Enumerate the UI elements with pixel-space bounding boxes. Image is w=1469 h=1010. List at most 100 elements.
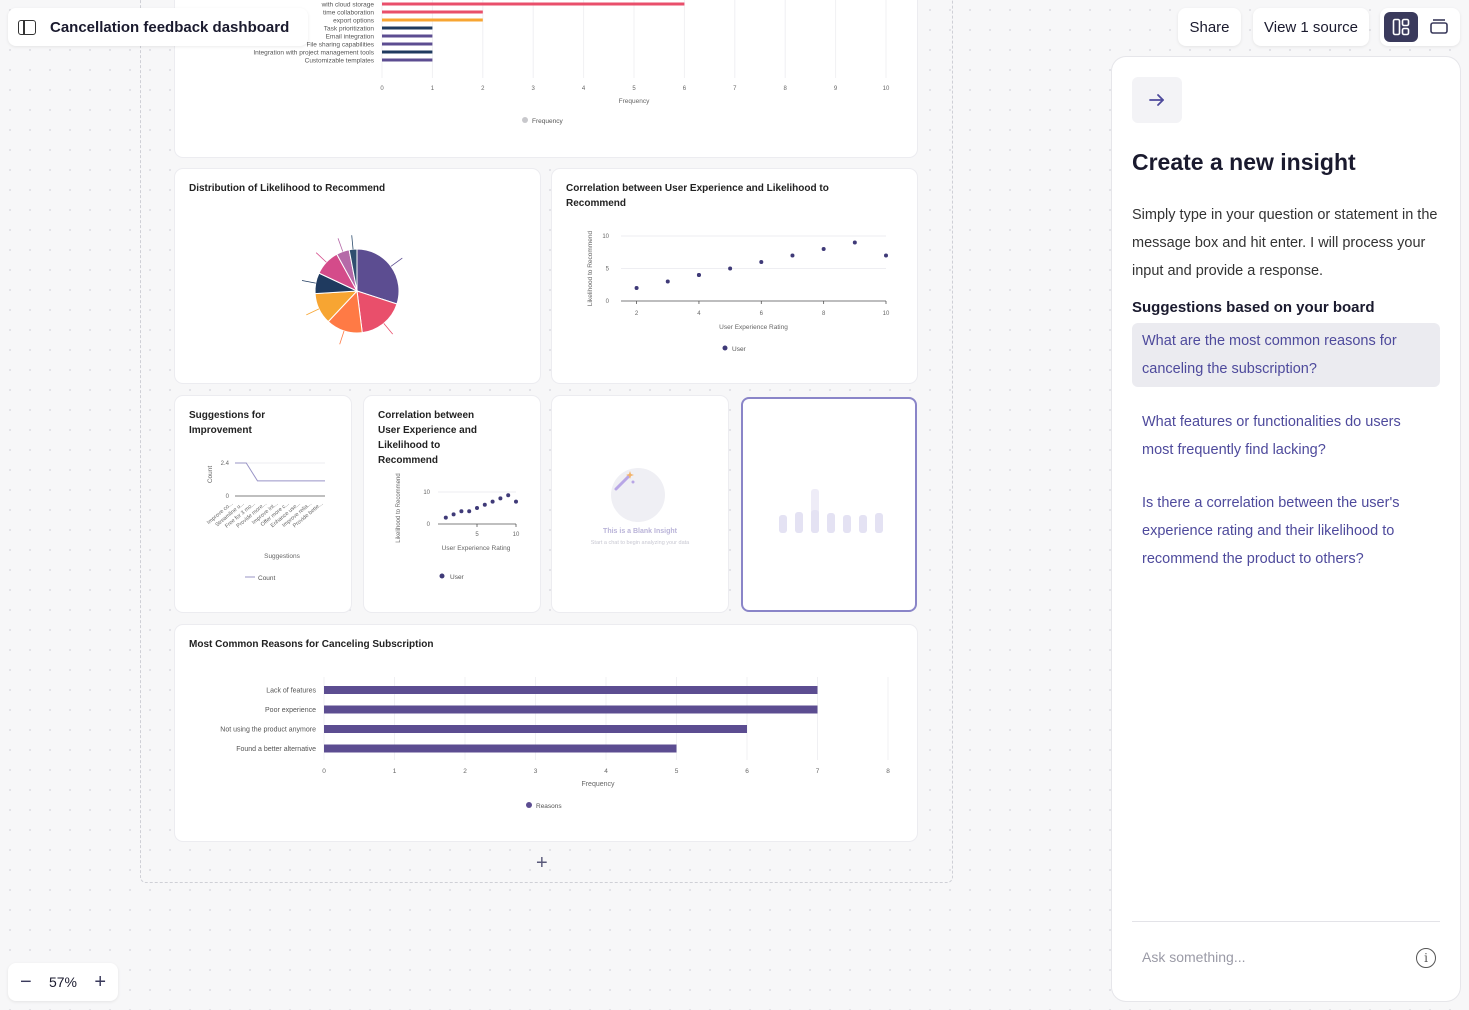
scatter-point: [490, 499, 495, 504]
pie-leader-line: [390, 257, 403, 267]
bar: [382, 34, 433, 38]
zoom-in-button[interactable]: +: [94, 971, 106, 993]
bar: [382, 58, 433, 62]
x-tick-label: 0: [322, 768, 326, 775]
x-tick-label: 8: [886, 768, 890, 775]
x-axis-label: Frequency: [619, 98, 650, 105]
category-label: Integration with project management tool…: [253, 50, 374, 57]
scatter-point: [506, 493, 511, 498]
suggestion-item[interactable]: What are the most common reasons for can…: [1132, 323, 1440, 387]
info-icon[interactable]: i: [1416, 948, 1436, 968]
slides-view-icon[interactable]: [1422, 12, 1456, 42]
x-tick-label: 0: [380, 86, 384, 92]
scatter-point: [759, 260, 764, 264]
x-axis-label: User Experience Rating: [719, 324, 788, 331]
share-button[interactable]: Share: [1178, 8, 1241, 46]
scatter-chart-card[interactable]: Correlation between User Experience and …: [552, 169, 917, 383]
suggestion-item[interactable]: What features or functionalities do user…: [1142, 414, 1401, 458]
x-axis-label: Frequency: [581, 781, 615, 788]
x-axis-label: User Experience Rating: [442, 545, 511, 552]
category-label: team collaboration: [321, 0, 374, 1]
suggestions-chart-card[interactable]: Suggestions for Improvement 0 2.4 Improve …: [175, 396, 351, 612]
scatter-point: [696, 273, 701, 277]
scatter-point: [451, 512, 456, 517]
x-tick-label: 7: [733, 86, 737, 92]
card-title: Most Common Reasons for Canceling Subscr…: [189, 639, 434, 650]
zoom-out-button[interactable]: −: [20, 971, 32, 993]
view-toggle: [1380, 8, 1460, 46]
bar: [324, 705, 818, 714]
legend-marker: [722, 345, 728, 351]
scatter-point: [884, 253, 888, 258]
x-tick-label: 6: [745, 768, 749, 775]
x-tick-label: 5: [475, 532, 479, 538]
card-title: Correlation between User Experience and …: [378, 410, 477, 466]
placeholder-card[interactable]: [741, 397, 917, 612]
bar: [382, 2, 685, 6]
collapse-panel-button[interactable]: [1132, 77, 1182, 123]
legend-label: Frequency: [532, 118, 563, 125]
x-tick-label: 2: [463, 768, 467, 775]
zoom-control: − 57% +: [8, 963, 118, 1001]
zoom-level: 57%: [48, 974, 78, 990]
x-tick-label: 7: [816, 768, 820, 775]
scatter-point: [498, 496, 503, 501]
scatter-point: [475, 506, 479, 510]
legend-label: User: [732, 346, 747, 353]
dashboard-title: Cancellation feedback dashboard: [50, 18, 290, 36]
pie-leader-line: [351, 235, 354, 250]
x-tick-label: 4: [697, 311, 701, 317]
bar: [382, 42, 433, 46]
x-tick-label: 4: [604, 768, 608, 775]
bar: [382, 50, 433, 54]
insight-panel: Create a new insight Simply type in your…: [1112, 57, 1460, 1001]
x-tick-label: 5: [675, 768, 679, 775]
scatter-point: [634, 286, 639, 290]
scatter-point: [852, 240, 857, 245]
scatter-chart: 0 5 10 2 4 6 8 10 User Experience Rating Likeliho…: [587, 231, 890, 353]
bar: [324, 686, 818, 694]
blank-insight-card[interactable]: This is a Blank Insight Start a chat to …: [552, 396, 728, 612]
category-label: Poor experience: [265, 707, 316, 714]
x-tick-label: 8: [784, 86, 788, 92]
x-tick-label: 10: [883, 311, 890, 317]
card-title: Suggestions for Improvement: [189, 410, 266, 436]
dashboard-board: [140, 0, 953, 883]
category-label: File sharing capabilities: [306, 42, 374, 49]
sidebar-toggle-icon[interactable]: [18, 19, 36, 35]
panel-heading: Create a new insight: [1132, 149, 1356, 175]
scatter-point: [728, 266, 733, 271]
suggestion-item[interactable]: Is there a correlation between the user'…: [1142, 495, 1400, 567]
scatter-small-chart-card[interactable]: Correlation between User Experience and …: [364, 396, 540, 612]
x-tick-label: 6: [683, 86, 687, 92]
pie-slice: [356, 248, 400, 305]
x-tick-label: 5: [632, 86, 636, 92]
ask-input[interactable]: Ask something... i: [1132, 921, 1440, 991]
y-axis-label: Likelihood to Recommend: [587, 231, 594, 307]
x-tick-label: 1: [393, 768, 397, 775]
add-card-button[interactable]: +: [536, 852, 548, 874]
y-tick-label: 10: [602, 234, 609, 240]
reasons-chart-card[interactable]: Most Common Reasons for Canceling Subscr…: [175, 625, 917, 841]
bar: [324, 744, 677, 753]
scatter-small-chart: 0 10 5 10 User Experience Rating Likelihood t…: [396, 473, 520, 581]
pie-leader-line: [315, 252, 327, 263]
y-tick-label: 0: [427, 522, 431, 528]
category-label: with cloud storage: [321, 2, 375, 9]
grid-view-icon[interactable]: [1384, 12, 1418, 42]
bar: [382, 26, 433, 30]
x-tick-label: 10: [883, 86, 890, 92]
pie-leader-line: [301, 280, 316, 284]
x-tick-label: 9: [834, 86, 838, 92]
y-axis-label: Count: [207, 466, 214, 484]
placeholder-bars-icon: [779, 489, 883, 533]
pie-chart-card[interactable]: Distribution of Likelihood to Recommend: [175, 169, 540, 383]
x-tick-label: 6: [760, 311, 764, 317]
category-label: Customizable templates: [305, 58, 375, 65]
scatter-point: [514, 499, 518, 504]
pie-leader-line: [337, 238, 344, 252]
x-axis-label: Suggestions: [264, 553, 301, 560]
view-source-button[interactable]: View 1 source: [1253, 8, 1369, 46]
x-tick-label: 3: [534, 768, 538, 775]
scatter-point: [665, 279, 670, 284]
